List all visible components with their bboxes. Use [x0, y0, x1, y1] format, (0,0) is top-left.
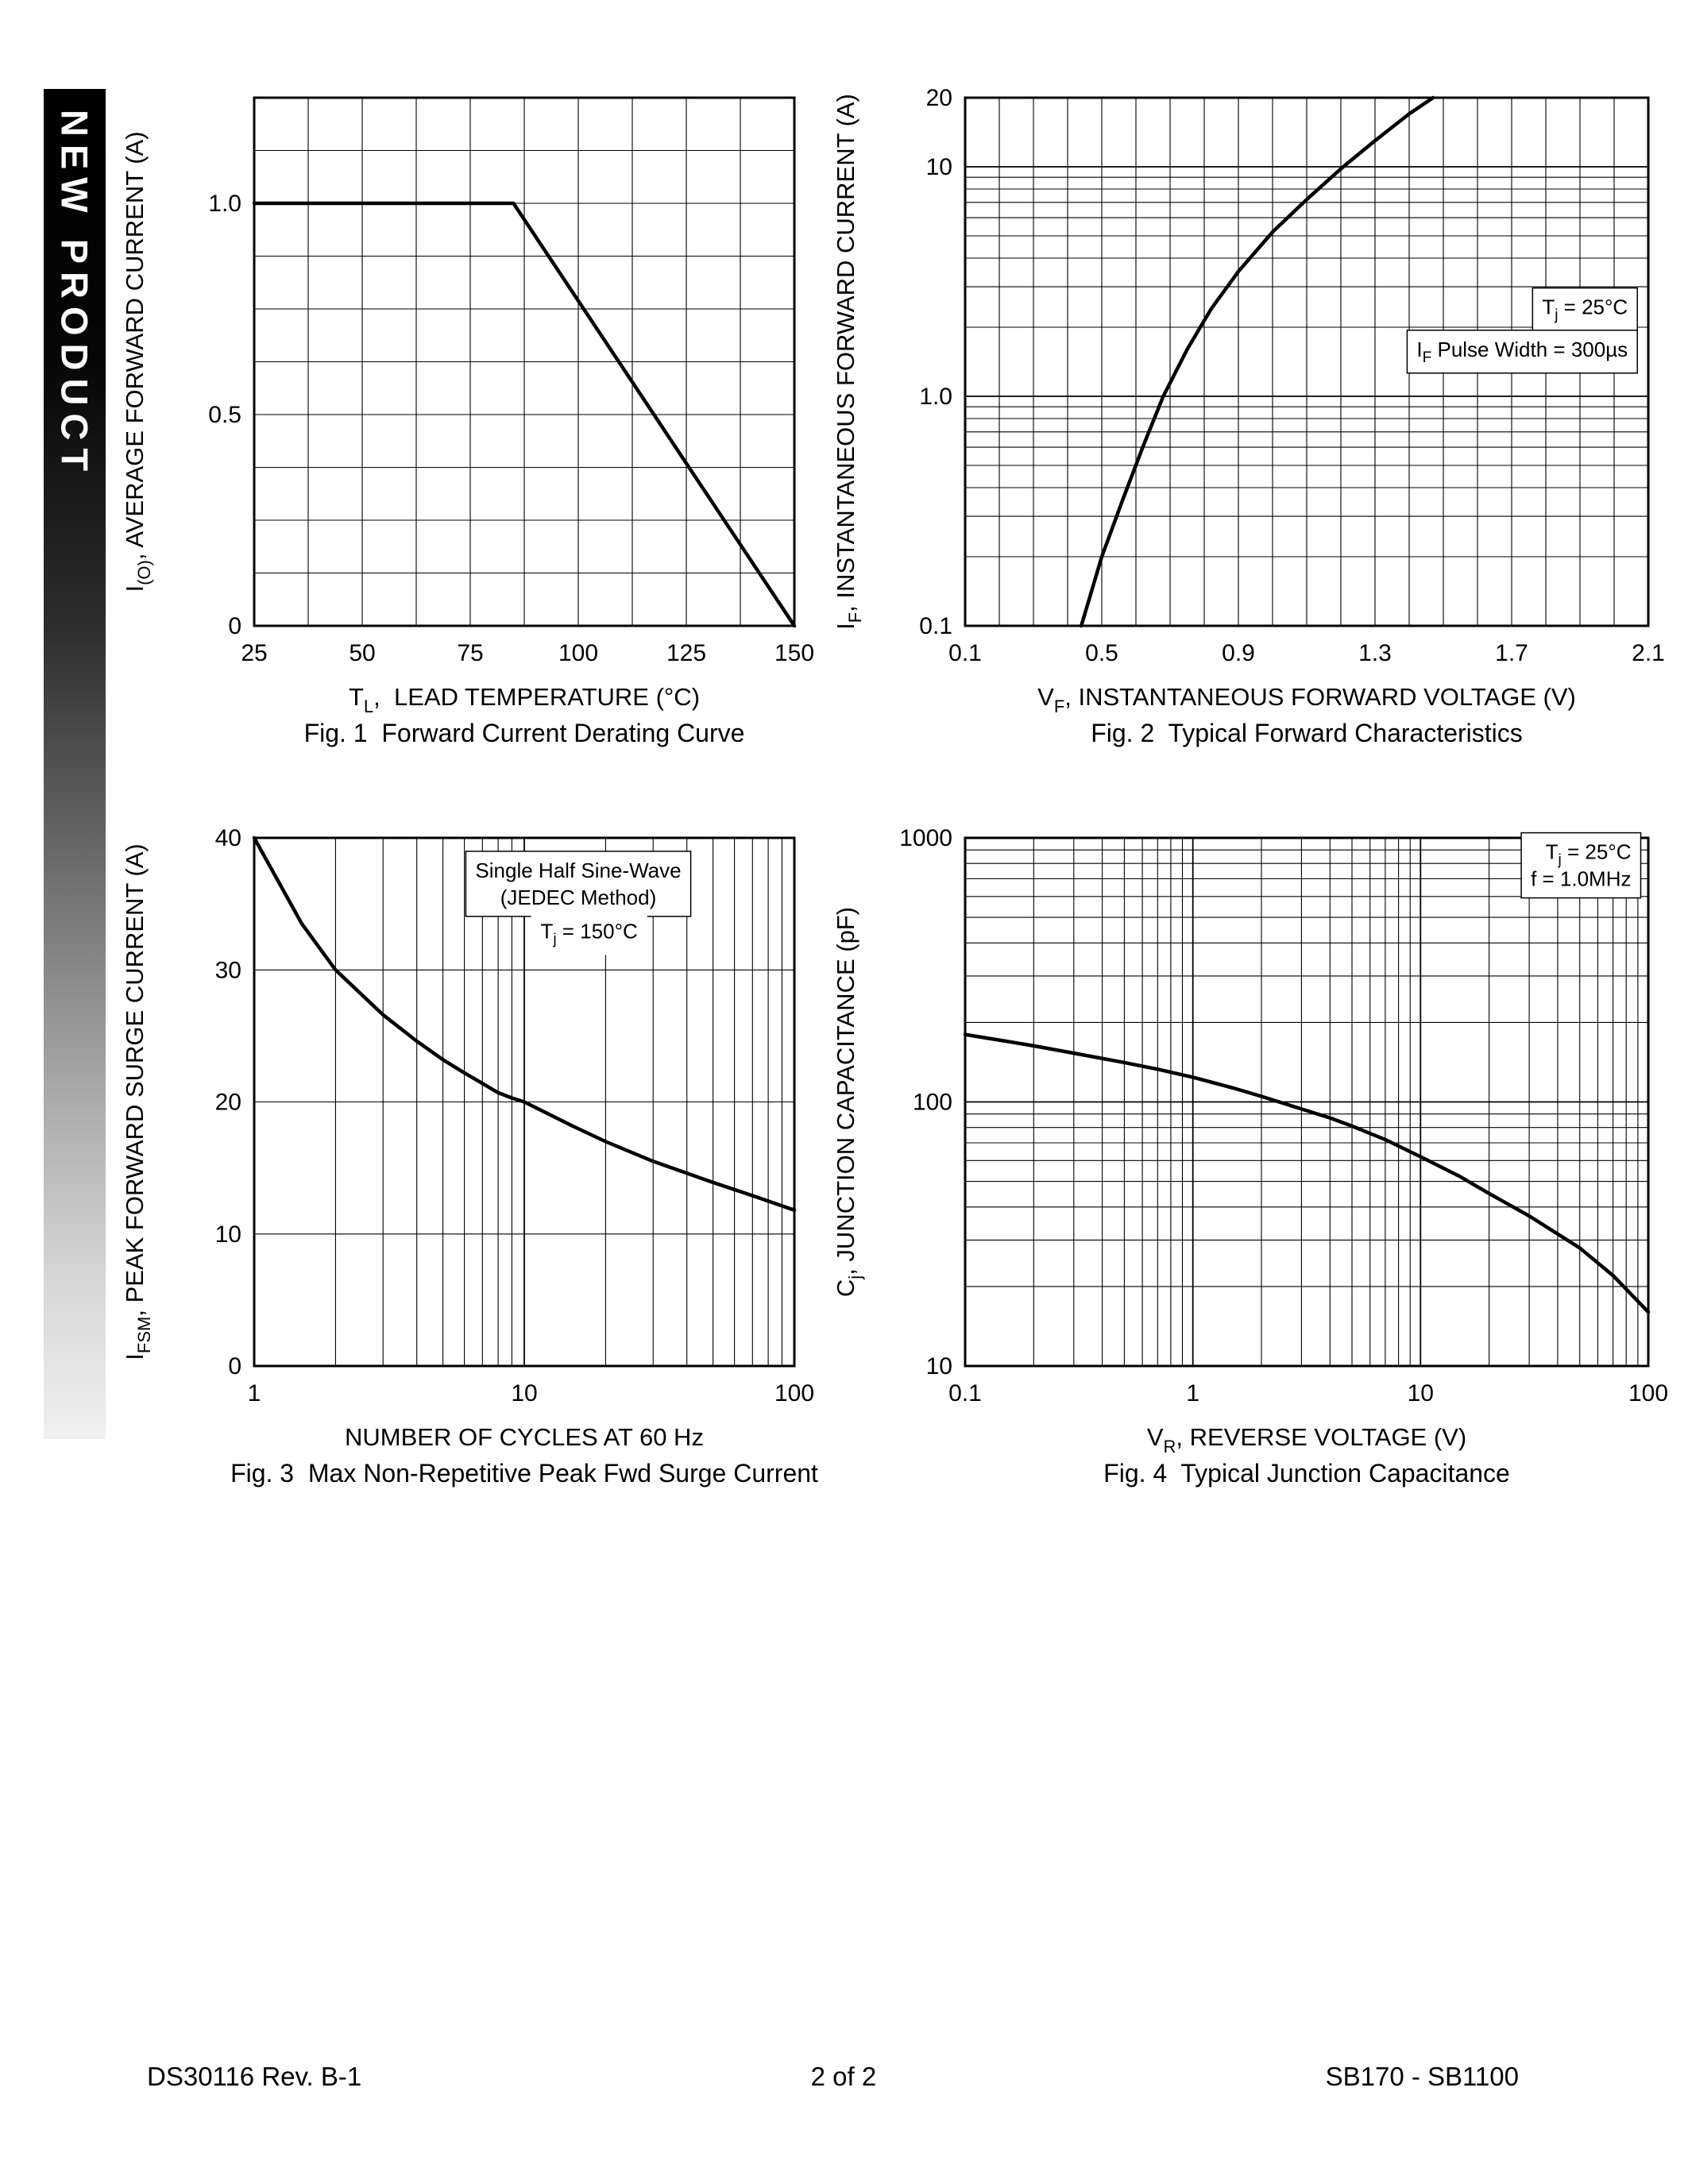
svg-text:0.1: 0.1: [948, 640, 982, 666]
svg-text:0: 0: [228, 1353, 241, 1379]
footer-page-number: 2 of 2: [810, 2062, 877, 2091]
svg-text:1.0: 1.0: [919, 384, 952, 410]
svg-text:100: 100: [1628, 1380, 1668, 1406]
svg-text:125: 125: [666, 640, 706, 666]
svg-text:0.5: 0.5: [208, 402, 241, 428]
svg-text:75: 75: [457, 640, 483, 666]
tick-labels: 1 10 100 0 10 20 30 40: [215, 825, 814, 1406]
svg-text:10: 10: [511, 1380, 537, 1406]
plot-border: [964, 836, 1650, 1368]
svg-text:1: 1: [1186, 1380, 1199, 1406]
svg-text:10: 10: [215, 1221, 241, 1248]
page-footer: DS30116 Rev. B-1 2 of 2 SB170 - SB1100: [147, 2062, 1519, 2092]
tick-labels: 0.1 1 10 100 10 100 1000: [899, 825, 1668, 1406]
svg-text:2.1: 2.1: [1632, 640, 1665, 666]
svg-text:Tj = 150°C: Tj = 150°C: [540, 919, 637, 947]
svg-text:Single Half Sine-Wave: Single Half Sine-Wave: [475, 859, 681, 882]
svg-text:25: 25: [241, 640, 267, 666]
svg-text:100: 100: [913, 1090, 952, 1116]
fig3-curve: [252, 835, 797, 1213]
fig1-y-axis-title: I(O), AVERAGE FORWARD CURRENT (A): [121, 131, 154, 592]
footer-doc-number: DS30116 Rev. B-1: [147, 2062, 362, 2091]
fig4-y-axis-title: Cj, JUNCTION CAPACITANCE (pF): [832, 907, 865, 1297]
svg-text:1.3: 1.3: [1358, 640, 1392, 666]
fig2-typical-forward-characteristics-chart: 0.1 0.5 0.9 1.3 1.7 2.1 0.1 1.0 10 20 VF, INSTANTA…: [806, 70, 1688, 805]
fig1-x-axis-title: TL, LEAD TEMPERATURE (°C): [349, 683, 700, 716]
svg-text:0.9: 0.9: [1222, 640, 1255, 666]
series: [963, 1032, 1651, 1314]
fig1-curve: [252, 201, 797, 628]
svg-text:150: 150: [774, 640, 814, 666]
fig3-caption: Fig. 3 Max Non-Repetitive Peak Fwd Surge…: [230, 1459, 818, 1488]
gridlines: [254, 98, 794, 626]
svg-text:10: 10: [926, 1353, 952, 1379]
fig3-y-axis-title: IFSM, PEAK FORWARD SURGE CURRENT (A): [121, 843, 154, 1360]
plot-border: [253, 96, 796, 627]
svg-text:Tj = 25°C: Tj = 25°C: [1542, 295, 1628, 324]
new-product-label: NEW PRODUCT: [53, 110, 96, 480]
fig3-annotation-0: Single Half Sine-Wave (JEDEC Method): [465, 851, 692, 917]
svg-text:1: 1: [248, 1380, 261, 1406]
svg-text:30: 30: [215, 957, 241, 983]
series: [252, 835, 797, 1213]
series: [1079, 95, 1435, 628]
fig4-x-axis-title: VR, REVERSE VOLTAGE (V): [1147, 1423, 1466, 1457]
svg-text:0.1: 0.1: [919, 613, 952, 639]
svg-text:40: 40: [215, 825, 241, 851]
fig4-annotation-0: Tj = 25°Cf = 1.0MHz: [1520, 832, 1642, 899]
svg-text:100: 100: [774, 1380, 814, 1406]
svg-text:20: 20: [215, 1090, 241, 1116]
fig3-x-axis-title: NUMBER OF CYCLES AT 60 Hz: [345, 1423, 704, 1451]
fig2-svg: 0.1 0.5 0.9 1.3 1.7 2.1 0.1 1.0 10 20 VF, INSTANTA…: [832, 85, 1665, 747]
svg-text:10: 10: [1408, 1380, 1434, 1406]
fig4-curve: [963, 1032, 1651, 1314]
svg-text:10: 10: [926, 154, 952, 180]
svg-text:50: 50: [349, 640, 375, 666]
footer-part-numbers: SB170 - SB1100: [1325, 2062, 1519, 2091]
svg-text:1.0: 1.0: [208, 191, 241, 217]
svg-text:20: 20: [926, 85, 952, 111]
series: [252, 201, 797, 628]
fig2-y-axis-title: IF, INSTANTANEOUS FORWARD CURRENT (A): [832, 94, 865, 630]
svg-text:IF Pulse Width = 300µs: IF Pulse Width = 300µs: [1416, 338, 1628, 366]
svg-text:1.7: 1.7: [1495, 640, 1528, 666]
fig1-svg: 25 50 75 100 125 150 0 0.5 1.0 TL, LEAD TEMPERATU…: [121, 96, 814, 747]
svg-text:100: 100: [558, 640, 598, 666]
fig2-x-axis-title: VF, INSTANTANEOUS FORWARD VOLTAGE (V): [1037, 683, 1576, 716]
fig4-typical-junction-capacitance-chart: 0.1 1 10 100 10 100 1000 VR, REVERSE VOLTAGE (V…: [806, 810, 1688, 1545]
fig4-svg: 0.1 1 10 100 10 100 1000 VR, REVERSE VOLTAGE (V…: [832, 825, 1668, 1488]
tick-labels: 0.1 0.5 0.9 1.3 1.7 2.1 0.1 1.0 10 20: [919, 85, 1665, 666]
fig4-caption: Fig. 4 Typical Junction Capacitance: [1103, 1459, 1510, 1488]
new-product-banner: NEW PRODUCT: [44, 89, 106, 1439]
svg-text:(JEDEC Method): (JEDEC Method): [500, 886, 657, 909]
fig2-curve: [1079, 95, 1435, 628]
gridlines: [965, 838, 1648, 1366]
tick-labels: 25 50 75 100 125 150 0 0.5 1.0: [208, 191, 814, 666]
fig2-caption: Fig. 2 Typical Forward Characteristics: [1091, 719, 1523, 747]
plot-border: [253, 836, 796, 1368]
fig2-annotation-1: IF Pulse Width = 300µs: [1406, 330, 1638, 374]
svg-text:f = 1.0MHz: f = 1.0MHz: [1531, 867, 1631, 891]
plot-border: [964, 96, 1650, 627]
svg-text:1000: 1000: [899, 825, 952, 851]
fig1-forward-current-derating-chart: 25 50 75 100 125 150 0 0.5 1.0 TL, LEAD TEMPERATU…: [95, 70, 890, 805]
fig3-peak-forward-surge-current-chart: 1 10 100 0 10 20 30 40 NUMBER OF CYCLES AT 60 Hz…: [95, 810, 890, 1545]
fig3-svg: 1 10 100 0 10 20 30 40 NUMBER OF CYCLES AT 60 Hz…: [121, 825, 818, 1488]
fig1-caption: Fig. 1 Forward Current Derating Curve: [304, 719, 745, 747]
svg-text:0.1: 0.1: [948, 1380, 982, 1406]
fig3-annotation-1: Tj = 150°C: [531, 912, 647, 955]
svg-text:0.5: 0.5: [1085, 640, 1118, 666]
fig2-annotation-0: Tj = 25°C: [1532, 287, 1638, 332]
svg-text:0: 0: [228, 613, 241, 639]
svg-text:Tj = 25°C: Tj = 25°C: [1546, 840, 1632, 869]
